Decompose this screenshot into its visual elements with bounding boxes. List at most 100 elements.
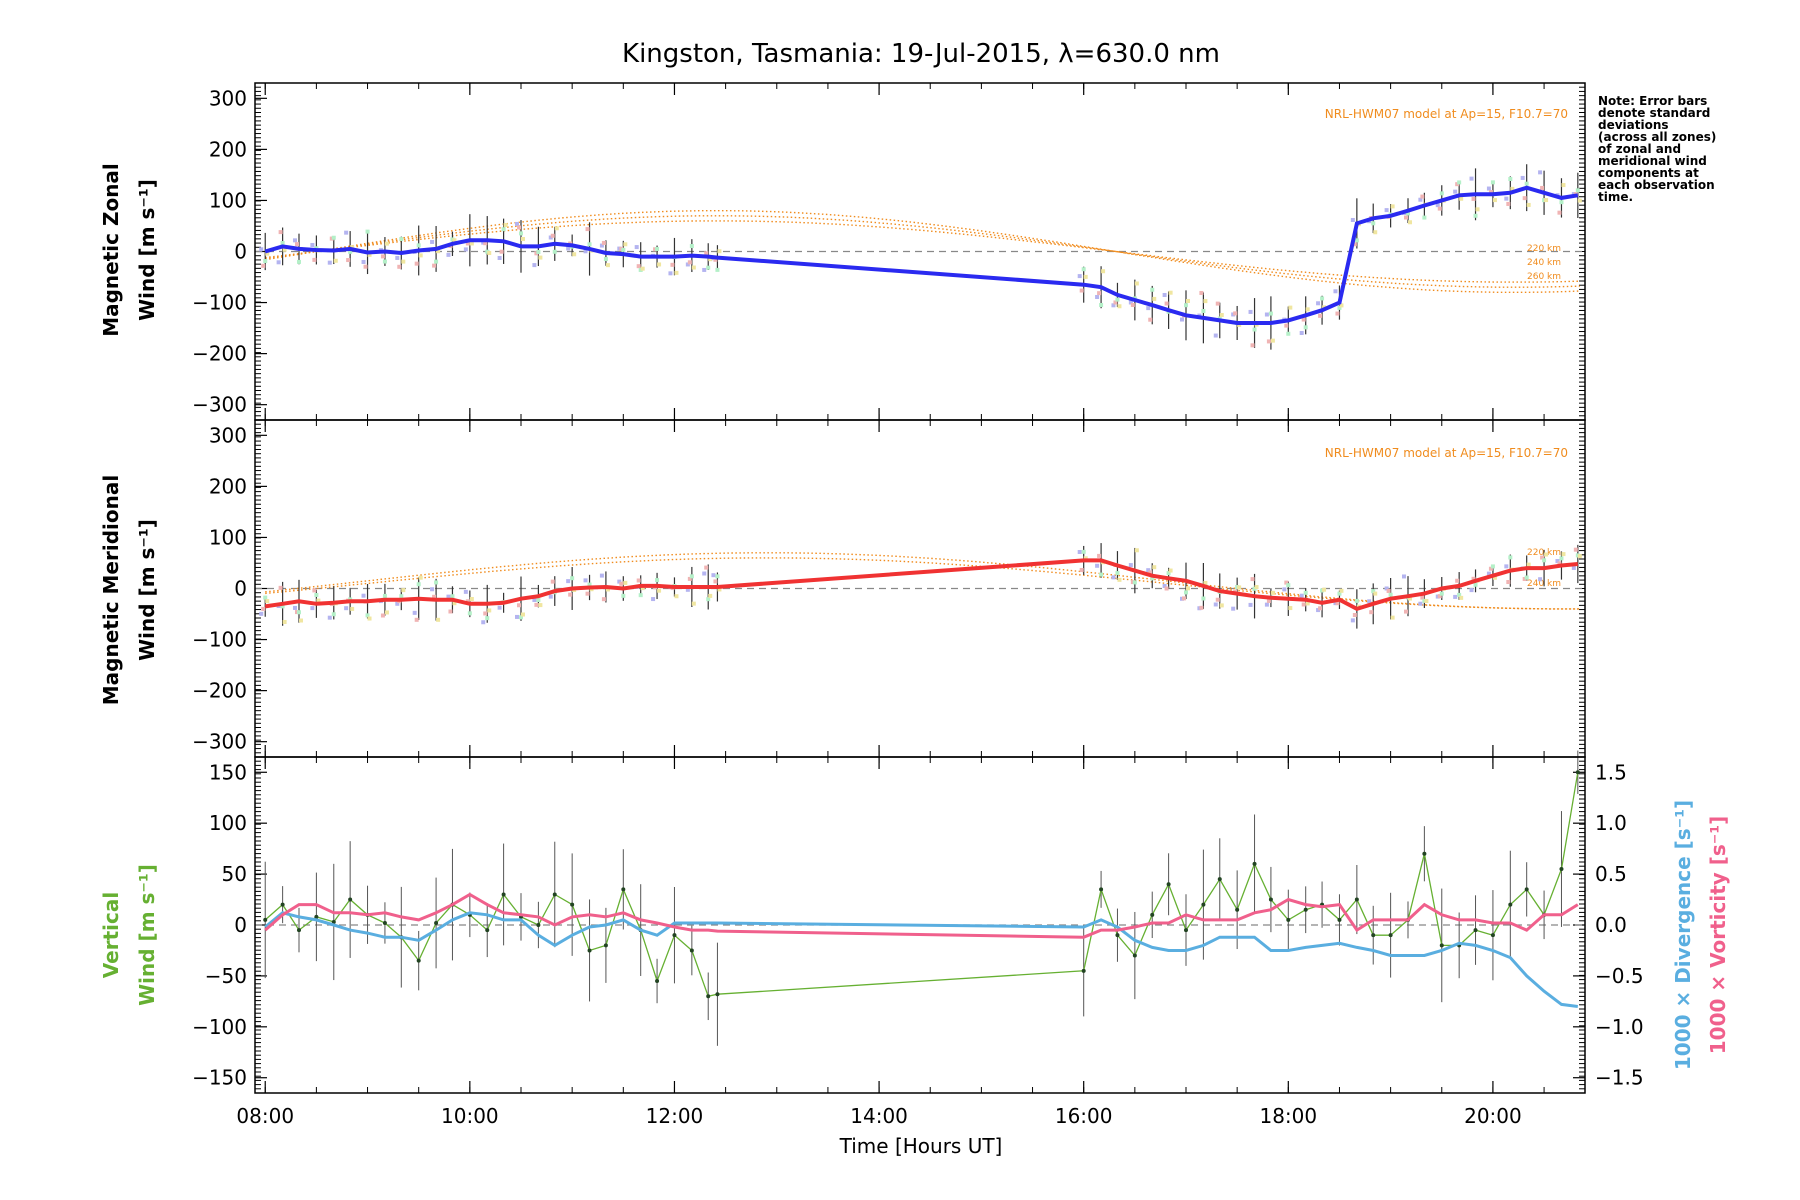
zone-sample — [1237, 585, 1242, 590]
vertical-wind-point — [1166, 882, 1171, 887]
zone-sample — [566, 579, 571, 584]
zone-sample — [691, 601, 696, 606]
vertical-wind-point — [621, 887, 626, 892]
zone-sample — [1373, 230, 1378, 235]
zone-sample — [1128, 300, 1133, 305]
zone-sample — [1577, 198, 1582, 203]
zone-sample — [1453, 189, 1458, 194]
zone-sample — [1384, 586, 1389, 591]
vertical-wind-point — [1490, 933, 1495, 938]
zone-sample — [1352, 242, 1357, 247]
zone-sample — [265, 251, 270, 256]
zone-sample — [294, 242, 299, 247]
vertical-wind-point — [416, 958, 421, 963]
zone-sample — [521, 612, 525, 617]
vertical-wind-point — [331, 919, 336, 924]
zone-sample — [1508, 555, 1513, 560]
zone-sample — [1134, 548, 1139, 553]
zone-sample — [1469, 588, 1474, 593]
zone-sample — [1337, 305, 1342, 310]
zone-sample — [1164, 301, 1169, 306]
vertical-wind-point — [280, 902, 285, 907]
zone-sample — [1486, 571, 1491, 576]
zone-sample — [1561, 552, 1566, 557]
zone-sample — [1270, 338, 1275, 343]
zone-sample — [1288, 305, 1293, 310]
left-tick-label: −100 — [192, 1015, 247, 1039]
zone-sample — [1250, 577, 1255, 582]
left-tick-label: −200 — [192, 342, 247, 366]
x-tick-label: 20:00 — [1464, 1104, 1522, 1128]
zone-sample — [1215, 597, 1220, 602]
zone-sample — [1408, 596, 1413, 601]
zone-sample — [674, 594, 679, 599]
zone-sample — [1095, 294, 1100, 299]
note-line: time. — [1598, 190, 1633, 204]
zone-sample — [1453, 594, 1458, 599]
zone-sample — [1504, 196, 1509, 201]
zone-sample — [1455, 578, 1460, 583]
zone-sample — [601, 240, 606, 245]
zone-sample — [350, 245, 355, 250]
zone-sample — [1384, 208, 1389, 213]
zone-sample — [1148, 570, 1153, 575]
zone-sample — [1322, 587, 1327, 592]
zone-sample — [1335, 601, 1340, 606]
zone-sample — [367, 252, 372, 257]
zone-sample — [261, 263, 266, 268]
zone-sample — [1459, 595, 1464, 600]
zone-sample — [1117, 304, 1122, 309]
zone-sample — [587, 582, 592, 587]
zone-sample — [713, 257, 718, 262]
zone-sample — [1115, 297, 1120, 302]
zone-sample — [1219, 313, 1224, 318]
zone-sample — [599, 243, 604, 248]
zone-sample — [1203, 580, 1208, 585]
vertical-wind-point — [1388, 933, 1393, 938]
zone-sample — [601, 597, 606, 602]
zone-sample — [331, 612, 336, 617]
zone-sample — [1213, 602, 1218, 607]
zone-sample — [636, 264, 641, 269]
zone-sample — [517, 603, 521, 608]
chart-title: Kingston, Tasmania: 19-Jul-2015, λ=630.0… — [622, 39, 1220, 69]
note-line: deviations — [1598, 118, 1669, 132]
zone-sample — [1219, 603, 1224, 608]
zone-sample — [432, 594, 437, 599]
x-tick-label: 16:00 — [1055, 1104, 1113, 1128]
zone-sample — [1422, 215, 1427, 220]
zone-sample — [344, 230, 349, 235]
zone-sample — [708, 257, 713, 262]
zone-sample — [1555, 559, 1560, 564]
zone-sample — [1540, 185, 1545, 190]
left-tick-label: −300 — [192, 393, 247, 417]
zone-sample — [310, 242, 315, 247]
zone-sample — [384, 610, 389, 615]
zone-sample — [617, 579, 622, 584]
zone-sample — [412, 610, 417, 615]
zone-sample — [1146, 568, 1151, 573]
zone-sample — [296, 259, 301, 264]
zone-sample — [1420, 595, 1425, 600]
zone-sample — [532, 263, 537, 268]
zone-sample — [1284, 580, 1289, 585]
vertical-wind-point — [1286, 917, 1291, 922]
divergence-ylabel: 1000 × Divergence [s⁻¹] — [1671, 800, 1695, 1070]
zone-sample — [1544, 198, 1549, 203]
zone-sample — [399, 237, 404, 242]
vertical-wind-point — [1371, 933, 1376, 938]
zone-sample — [1524, 575, 1529, 580]
zone-sample — [483, 241, 488, 246]
zone-sample — [1504, 564, 1509, 569]
zone-sample — [282, 247, 287, 252]
zone-sample — [1506, 580, 1511, 585]
x-axis: 08:00 10:00 12:00 14:00 16:00 18:00 20:00 — [236, 1104, 1521, 1128]
vertical-ylabel-line2: Wind [m s⁻¹] — [135, 864, 159, 1006]
zonal-ylabel: Magnetic Zonal Wind [m s⁻¹] — [99, 163, 159, 337]
zone-sample — [1299, 330, 1304, 335]
zone-sample — [685, 587, 690, 592]
zone-sample — [717, 249, 722, 254]
zone-sample — [382, 259, 387, 264]
zone-sample — [1095, 563, 1100, 568]
zone-sample — [1354, 238, 1359, 243]
